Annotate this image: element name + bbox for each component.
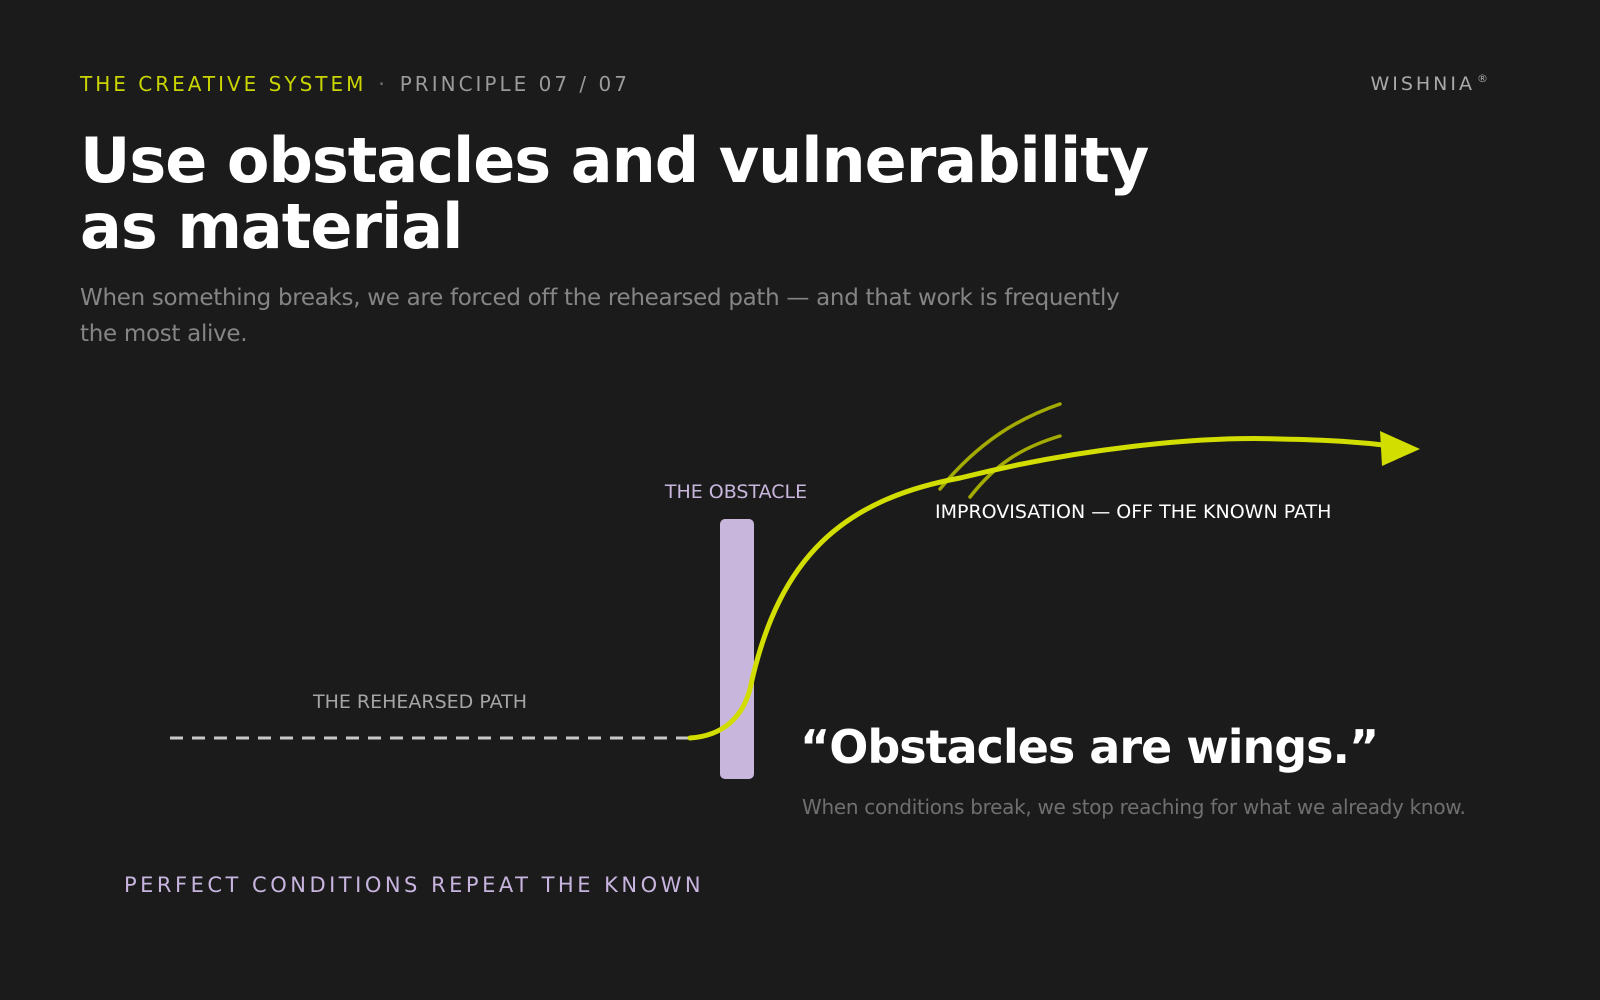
brand-name: WISHNIA	[1370, 73, 1475, 95]
eyebrow-separator: ·	[378, 72, 388, 96]
eyebrow: THE CREATIVE SYSTEM · PRINCIPLE 07 / 07	[80, 72, 630, 96]
quote-caption: When conditions break, we stop reaching …	[802, 795, 1466, 819]
footer-statement: PERFECT CONDITIONS REPEAT THE KNOWN	[124, 873, 705, 897]
principle-counter: PRINCIPLE 07 / 07	[399, 72, 630, 96]
page-title: Use obstacles and vulnerability as mater…	[80, 124, 1149, 263]
obstacle-bar	[720, 519, 754, 779]
branch-stroke-upper	[938, 402, 1062, 491]
arrowhead-icon	[1380, 431, 1420, 466]
improvisation-curve	[687, 436, 1395, 741]
registered-mark: ®	[1477, 72, 1488, 85]
section-label: THE CREATIVE SYSTEM	[80, 72, 367, 96]
branch-stroke-lower	[968, 434, 1062, 499]
brand-logo: WISHNIA ®	[1370, 72, 1488, 95]
page-subtitle: When something breaks, we are forced off…	[80, 285, 1120, 347]
improvisation-label: IMPROVISATION — OFF THE KNOWN PATH	[935, 501, 1331, 523]
obstacle-label: THE OBSTACLE	[664, 481, 807, 503]
rehearsed-path-label: THE REHEARSED PATH	[312, 691, 527, 713]
quote-text: “Obstacles are wings.”	[800, 720, 1379, 774]
